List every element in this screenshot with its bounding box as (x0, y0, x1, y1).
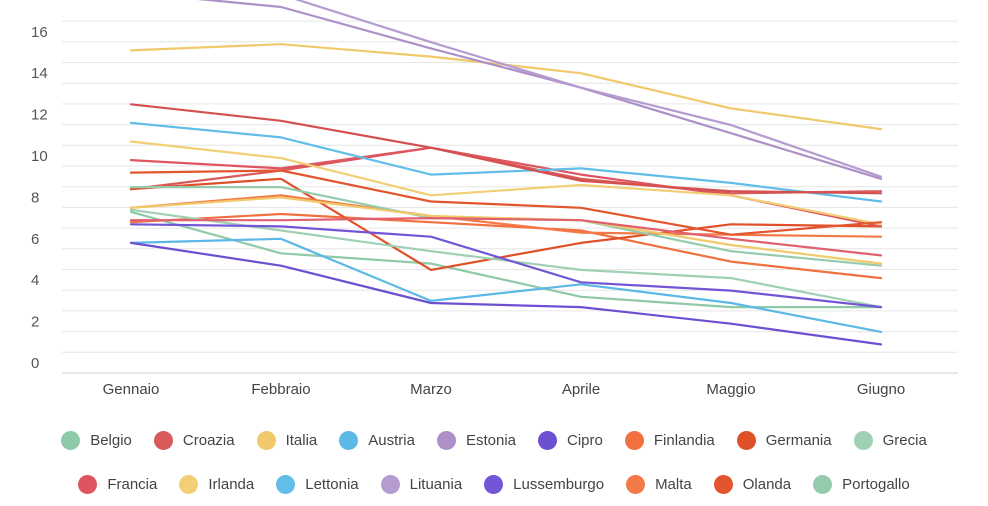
legend-item[interactable]: Olanda (713, 474, 792, 494)
x-tick-label: Aprile (562, 381, 600, 398)
legend-item[interactable]: Lettonia (276, 474, 359, 494)
y-tick-label: 14 (31, 65, 48, 82)
legend-swatch (276, 474, 296, 494)
legend-item[interactable]: Cipro (538, 430, 603, 450)
legend-label: Germania (765, 431, 832, 449)
legend-swatch (61, 430, 81, 450)
legend-item[interactable]: Belgio (61, 430, 132, 450)
legend-swatch (153, 430, 173, 450)
x-tick-label: Maggio (706, 381, 755, 398)
legend-label: Belgio (90, 431, 132, 449)
legend-label: Olanda (742, 475, 792, 493)
legend-label: Lettonia (305, 475, 359, 493)
legend-label: Lussemburgo (513, 475, 605, 493)
legend-item[interactable]: Grecia (853, 430, 927, 450)
legend-item[interactable]: Irlanda (179, 474, 255, 494)
series-line (129, 140, 883, 226)
series-line (197, 0, 883, 180)
legend-label: Malta (655, 475, 692, 493)
series-line (129, 121, 883, 203)
legend-item[interactable]: Finlandia (624, 430, 715, 450)
legend-label: Irlanda (208, 475, 255, 493)
y-tick-label: 12 (31, 107, 48, 124)
legend-item[interactable]: Francia (78, 474, 158, 494)
gridlines (62, 20, 958, 374)
legend-label: Portogallo (842, 475, 910, 493)
legend-swatch (380, 474, 400, 494)
legend-item[interactable]: Croazia (153, 430, 235, 450)
legend-item[interactable]: Portogallo (813, 474, 910, 494)
y-axis: 0 2 4 6 8 10 12 14 16 (31, 24, 48, 372)
legend-label: Finlandia (653, 431, 715, 449)
legend-label: Croazia (182, 431, 235, 449)
legend-row: Francia Irlanda Lettonia Lituania Lussemburg… (0, 462, 988, 506)
legend-item[interactable]: Italia (256, 430, 318, 450)
legend-label: Italia (285, 431, 318, 449)
legend-label: Cipro (567, 431, 603, 449)
y-tick-label: 0 (31, 355, 39, 372)
y-tick-label: 2 (31, 314, 39, 331)
legend-swatch (339, 430, 359, 450)
legend-item[interactable]: Malta (626, 474, 692, 494)
series-line (129, 223, 883, 309)
x-axis: Gennaio Febbraio Marzo Aprile Maggio Giugno (103, 381, 906, 398)
series-lines (129, 0, 883, 346)
legend-label: Austria (368, 431, 415, 449)
legend-label: Grecia (882, 431, 927, 449)
x-tick-label: Marzo (410, 381, 452, 398)
legend-label: Francia (107, 475, 158, 493)
legend: Belgio Croazia Italia Austria Estonia Cipro Fi… (0, 418, 988, 506)
legend-swatch (813, 474, 833, 494)
y-tick-label: 10 (31, 148, 48, 165)
legend-swatch (256, 430, 276, 450)
series-line (129, 103, 883, 195)
legend-label: Estonia (465, 431, 517, 449)
legend-swatch (736, 430, 756, 450)
line-chart: 0 2 4 6 8 10 12 14 16 Gennaio Febbraio Marzo Aprile… (31, 0, 958, 398)
series-line (129, 241, 883, 346)
legend-row: Belgio Croazia Italia Austria Estonia Cipro Fi… (0, 418, 988, 462)
series-line (129, 217, 883, 257)
legend-swatch (626, 474, 646, 494)
legend-item[interactable]: Austria (339, 430, 415, 450)
series-line (129, 177, 883, 271)
series-line (294, 0, 883, 178)
y-tick-label: 16 (31, 24, 48, 41)
legend-swatch (538, 430, 558, 450)
series-line (129, 169, 883, 236)
legend-swatch (484, 474, 504, 494)
legend-item[interactable]: Germania (736, 430, 832, 450)
y-tick-label: 4 (31, 272, 39, 289)
legend-label: Lituania (409, 475, 463, 493)
legend-swatch (179, 474, 199, 494)
x-tick-label: Giugno (857, 381, 905, 398)
legend-swatch (436, 430, 456, 450)
legend-item[interactable]: Lussemburgo (484, 474, 605, 494)
series-line (129, 237, 883, 333)
x-tick-label: Febbraio (251, 381, 310, 398)
x-tick-label: Gennaio (103, 381, 160, 398)
y-tick-label: 8 (31, 189, 39, 206)
series-line (129, 212, 883, 280)
legend-swatch (853, 430, 873, 450)
series-line (129, 194, 883, 238)
legend-swatch (78, 474, 98, 494)
legend-swatch (624, 430, 644, 450)
legend-item[interactable]: Estonia (436, 430, 517, 450)
y-tick-label: 6 (31, 231, 39, 248)
legend-item[interactable]: Lituania (380, 474, 463, 494)
legend-swatch (713, 474, 733, 494)
